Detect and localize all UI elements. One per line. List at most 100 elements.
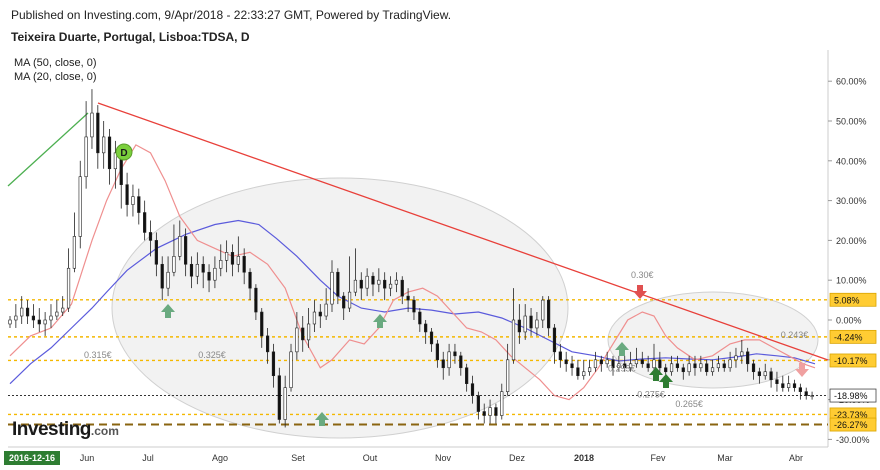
candle[interactable] bbox=[646, 363, 650, 369]
candle[interactable] bbox=[418, 311, 422, 325]
range-ellipse-large[interactable] bbox=[111, 177, 569, 439]
candle[interactable] bbox=[154, 240, 158, 265]
candle[interactable] bbox=[148, 232, 153, 241]
candle[interactable] bbox=[728, 359, 732, 369]
candle[interactable] bbox=[236, 256, 240, 265]
candle[interactable] bbox=[511, 319, 516, 361]
candle[interactable] bbox=[716, 363, 720, 369]
legend-ma20[interactable]: MA (20, close, 0) bbox=[14, 71, 97, 83]
candle[interactable] bbox=[535, 319, 539, 329]
dividend-marker-icon[interactable] bbox=[115, 143, 133, 161]
candle[interactable] bbox=[781, 383, 785, 388]
candle[interactable] bbox=[265, 335, 270, 353]
candle[interactable] bbox=[652, 359, 656, 369]
candle[interactable] bbox=[599, 359, 603, 365]
candle[interactable] bbox=[746, 351, 750, 365]
candle[interactable] bbox=[541, 299, 545, 321]
candle[interactable] bbox=[61, 307, 65, 313]
candle[interactable] bbox=[441, 359, 445, 369]
candle[interactable] bbox=[137, 196, 141, 213]
candle[interactable] bbox=[582, 371, 586, 377]
candle[interactable] bbox=[628, 363, 633, 369]
candle[interactable] bbox=[710, 367, 715, 373]
candle[interactable] bbox=[564, 359, 568, 365]
candle[interactable] bbox=[25, 307, 30, 317]
candle[interactable] bbox=[664, 367, 668, 373]
candle[interactable] bbox=[506, 359, 510, 392]
candle[interactable] bbox=[500, 391, 504, 416]
candle[interactable] bbox=[230, 252, 235, 265]
candle[interactable] bbox=[201, 263, 205, 273]
candle[interactable] bbox=[318, 311, 322, 317]
candle[interactable] bbox=[435, 343, 439, 361]
candle[interactable] bbox=[8, 319, 12, 325]
candle[interactable] bbox=[494, 407, 498, 416]
candle[interactable] bbox=[312, 311, 317, 325]
candle[interactable] bbox=[166, 271, 170, 289]
candle[interactable] bbox=[623, 363, 627, 369]
downtrend-line[interactable] bbox=[97, 102, 829, 361]
candle[interactable] bbox=[488, 407, 492, 416]
candle[interactable] bbox=[55, 311, 59, 317]
candle[interactable] bbox=[84, 136, 88, 178]
candle[interactable] bbox=[722, 363, 726, 369]
candle[interactable] bbox=[37, 319, 41, 325]
candle[interactable] bbox=[605, 359, 609, 365]
candle[interactable] bbox=[324, 303, 328, 317]
ma20-line[interactable] bbox=[9, 144, 816, 401]
candle[interactable] bbox=[681, 367, 685, 373]
candle[interactable] bbox=[225, 252, 229, 261]
candle[interactable] bbox=[523, 315, 527, 333]
candle[interactable] bbox=[14, 315, 18, 321]
candle[interactable] bbox=[301, 327, 305, 341]
candle[interactable] bbox=[424, 323, 428, 333]
arrow-down-icon[interactable] bbox=[795, 363, 809, 377]
candle[interactable] bbox=[184, 236, 188, 265]
level-badge[interactable] bbox=[829, 353, 877, 368]
candle[interactable] bbox=[20, 307, 24, 317]
candle[interactable] bbox=[787, 383, 791, 388]
candle[interactable] bbox=[465, 367, 469, 384]
candle[interactable] bbox=[371, 275, 375, 285]
candle[interactable] bbox=[131, 196, 135, 205]
candle[interactable] bbox=[617, 363, 621, 369]
candle[interactable] bbox=[400, 279, 404, 297]
candle[interactable] bbox=[330, 271, 334, 305]
candle[interactable] bbox=[377, 279, 381, 285]
candle[interactable] bbox=[213, 267, 217, 281]
candle[interactable] bbox=[810, 395, 814, 397]
candle[interactable] bbox=[429, 331, 434, 345]
candle[interactable] bbox=[547, 299, 551, 329]
candle[interactable] bbox=[412, 299, 416, 313]
candle[interactable] bbox=[113, 152, 117, 170]
candle[interactable] bbox=[558, 351, 562, 361]
arrow-up-icon[interactable] bbox=[315, 412, 329, 426]
level-badge[interactable] bbox=[829, 417, 877, 432]
candle[interactable] bbox=[107, 136, 112, 170]
candle[interactable] bbox=[189, 263, 194, 277]
level-badge[interactable] bbox=[829, 329, 877, 344]
candle[interactable] bbox=[254, 287, 258, 313]
candle[interactable] bbox=[529, 315, 533, 329]
candle[interactable] bbox=[336, 271, 340, 297]
candle[interactable] bbox=[406, 295, 410, 301]
candle[interactable] bbox=[383, 279, 387, 289]
candle[interactable] bbox=[804, 391, 808, 396]
candle[interactable] bbox=[699, 363, 703, 369]
candle[interactable] bbox=[675, 363, 680, 369]
date-badge[interactable] bbox=[4, 451, 60, 465]
candle[interactable] bbox=[640, 359, 644, 365]
candle[interactable] bbox=[306, 323, 311, 341]
arrow-up-icon[interactable] bbox=[615, 342, 629, 356]
arrow-up-icon[interactable] bbox=[373, 314, 387, 328]
candle[interactable] bbox=[43, 319, 47, 325]
candle[interactable] bbox=[570, 363, 574, 369]
candle[interactable] bbox=[740, 351, 744, 357]
candle[interactable] bbox=[207, 271, 211, 281]
candle[interactable] bbox=[576, 367, 580, 377]
candle[interactable] bbox=[669, 363, 674, 373]
candle[interactable] bbox=[178, 236, 182, 257]
candle[interactable] bbox=[388, 283, 393, 289]
candle[interactable] bbox=[49, 315, 53, 321]
